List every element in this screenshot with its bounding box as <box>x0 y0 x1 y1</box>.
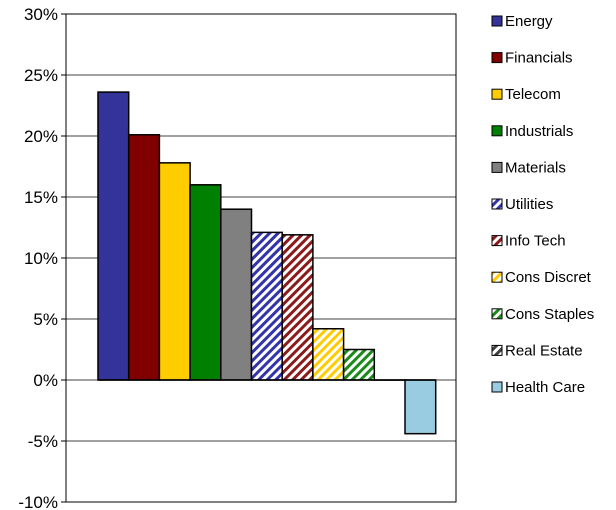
bar-industrials <box>190 185 221 380</box>
y-axis: 30% 25% 20% 15% 10% 5% 0% -5% -10% <box>18 5 66 510</box>
legend-swatch-telecom <box>492 89 502 99</box>
legend-label-industrials: Industrials <box>505 123 573 140</box>
legend-swatch-utilities <box>492 199 502 209</box>
y-tick-label: 20% <box>24 127 58 146</box>
y-tick-label: 15% <box>24 188 58 207</box>
legend-swatch-cons-staples <box>492 309 502 319</box>
y-tick-label: 10% <box>24 249 58 268</box>
bar-energy <box>98 92 129 380</box>
bar-info-tech <box>282 235 313 380</box>
bar-materials <box>221 209 252 380</box>
legend-swatch-real-estate <box>492 345 502 355</box>
y-tick-label: -5% <box>28 432 58 451</box>
y-tick-label: 0% <box>33 371 58 390</box>
legend-swatch-energy <box>492 16 502 26</box>
legend: Energy Financials Telecom Industrials Materi… <box>492 13 594 396</box>
legend-label-materials: Materials <box>505 159 566 176</box>
legend-label-cons-discret: Cons Discret <box>505 269 592 286</box>
legend-swatch-financials <box>492 53 502 63</box>
bar-health-care <box>405 380 436 434</box>
legend-label-info-tech: Info Tech <box>505 233 566 250</box>
y-tick-label: 30% <box>24 5 58 24</box>
bar-cons-discret <box>313 329 344 380</box>
legend-swatch-materials <box>492 162 502 172</box>
legend-swatch-industrials <box>492 126 502 136</box>
legend-label-health-care: Health Care <box>505 379 585 396</box>
legend-swatch-info-tech <box>492 236 502 246</box>
legend-swatch-cons-discret <box>492 272 502 282</box>
y-tick-label: -10% <box>18 493 58 510</box>
y-tick-label: 5% <box>33 310 58 329</box>
legend-label-utilities: Utilities <box>505 196 553 213</box>
y-tick-label: 25% <box>24 66 58 85</box>
bar-utilities <box>252 232 283 380</box>
bar-financials <box>129 135 160 380</box>
legend-label-telecom: Telecom <box>505 86 561 103</box>
legend-label-real-estate: Real Estate <box>505 342 583 359</box>
bar-telecom <box>159 163 190 380</box>
legend-label-cons-staples: Cons Staples <box>505 306 594 323</box>
bar-cons-staples <box>344 350 375 381</box>
legend-label-energy: Energy <box>505 13 553 30</box>
legend-swatch-health-care <box>492 382 502 392</box>
legend-label-financials: Financials <box>505 50 573 67</box>
